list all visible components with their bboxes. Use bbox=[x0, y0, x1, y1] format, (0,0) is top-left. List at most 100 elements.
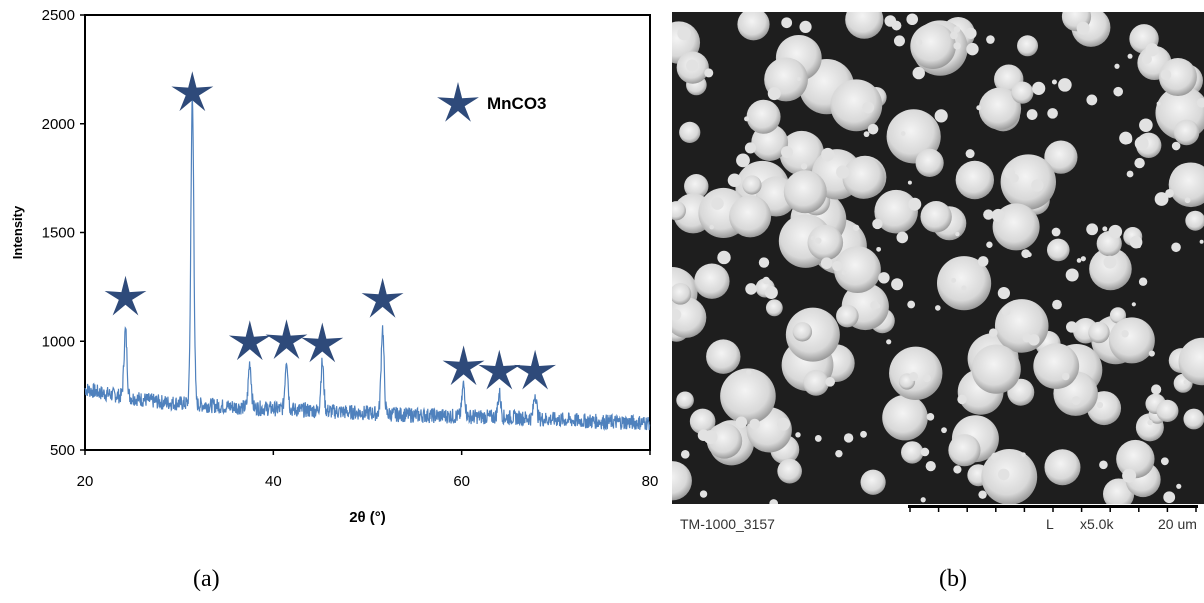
sem-particle bbox=[706, 423, 743, 459]
sem-small-particle bbox=[983, 209, 994, 220]
sem-small-particle bbox=[991, 208, 1005, 222]
sem-particle bbox=[689, 408, 716, 435]
sem-small-particle bbox=[1102, 226, 1108, 232]
sem-particle bbox=[676, 391, 694, 410]
sem-small-particle bbox=[1076, 258, 1082, 263]
peak-star-marker bbox=[171, 71, 214, 112]
y-tick-label: 2000 bbox=[42, 116, 75, 133]
sem-small-particle bbox=[1022, 333, 1032, 343]
sem-small-particle bbox=[736, 153, 750, 168]
sem-small-particle bbox=[1176, 483, 1182, 489]
xrd-series-line bbox=[84, 96, 651, 431]
sem-small-particle bbox=[893, 35, 905, 47]
sem-small-particle bbox=[1138, 277, 1148, 286]
sem-small-particle bbox=[780, 146, 793, 159]
sem-small-particle bbox=[1052, 299, 1062, 310]
x-tick-label: 40 bbox=[265, 473, 282, 490]
sem-small-particle bbox=[1108, 224, 1123, 239]
sem-particle bbox=[803, 369, 829, 396]
sem-small-particle bbox=[976, 105, 982, 111]
sem-small-particle bbox=[749, 418, 760, 430]
sem-particle bbox=[737, 12, 770, 41]
sem-particle bbox=[742, 175, 762, 195]
sem-small-particle bbox=[1051, 227, 1061, 237]
sem-small-particle bbox=[697, 429, 710, 441]
sem-small-particle bbox=[764, 286, 778, 300]
x-tick-label: 80 bbox=[642, 473, 659, 490]
sem-particle bbox=[1109, 307, 1127, 324]
sem-small-particle bbox=[1199, 239, 1204, 244]
y-tick-label: 1000 bbox=[42, 333, 75, 350]
sem-small-particle bbox=[1066, 321, 1078, 333]
sem-small-particle bbox=[821, 147, 835, 162]
sem-small-particle bbox=[1096, 401, 1104, 409]
sem-small-particle bbox=[915, 39, 923, 46]
sem-small-particle bbox=[1051, 79, 1057, 85]
sem-small-particle bbox=[795, 432, 801, 438]
sem-particle bbox=[679, 121, 701, 143]
sem-small-particle bbox=[953, 465, 962, 474]
sem-small-particle bbox=[986, 35, 995, 44]
sem-small-particle bbox=[908, 197, 922, 211]
caption-a: (a) bbox=[193, 566, 220, 592]
sem-small-particle bbox=[1183, 379, 1189, 385]
sem-small-particle bbox=[820, 257, 833, 269]
peak-star-marker bbox=[361, 277, 404, 318]
sem-particle bbox=[672, 461, 692, 501]
sem-small-particle bbox=[997, 468, 1010, 481]
sem-magnification: x5.0k bbox=[1080, 516, 1114, 532]
sem-small-particle bbox=[1122, 468, 1137, 483]
sem-small-particle bbox=[758, 257, 770, 268]
peak-star-marker bbox=[478, 349, 521, 390]
sem-small-particle bbox=[744, 142, 757, 154]
sem-small-particle bbox=[907, 300, 916, 309]
sem-small-particle bbox=[922, 374, 931, 383]
sem-small-particle bbox=[680, 450, 690, 459]
sem-particle bbox=[955, 160, 995, 200]
sem-small-particle bbox=[870, 300, 879, 310]
legend-star-icon bbox=[437, 82, 479, 122]
y-tick-label: 500 bbox=[50, 442, 75, 459]
sem-particle bbox=[1178, 337, 1204, 386]
sem-small-particle bbox=[1086, 94, 1098, 106]
sem-particle bbox=[978, 87, 1022, 130]
sem-particle bbox=[1108, 317, 1155, 364]
sem-small-particle bbox=[1021, 452, 1026, 457]
sem-particle bbox=[1044, 449, 1081, 486]
sem-small-particle bbox=[926, 413, 935, 421]
sem-particle bbox=[694, 263, 730, 299]
sem-small-particle bbox=[989, 328, 998, 337]
sem-small-particle bbox=[777, 417, 791, 431]
plot-frame bbox=[84, 14, 651, 451]
sem-particle bbox=[874, 189, 918, 234]
peak-star-marker bbox=[265, 319, 308, 359]
sem-small-particle bbox=[891, 20, 902, 31]
sem-small-particle bbox=[1131, 302, 1136, 307]
sem-particle bbox=[882, 394, 928, 441]
peak-star-marker bbox=[104, 275, 147, 316]
sem-particle bbox=[807, 224, 844, 261]
sem-small-particle bbox=[762, 276, 770, 285]
sem-small-particle bbox=[727, 173, 742, 188]
sem-small-particle bbox=[1031, 179, 1044, 192]
sem-small-particle bbox=[815, 237, 822, 244]
sem-instrument-label: TM-1000_3157 bbox=[680, 516, 775, 532]
peak-star-marker bbox=[442, 345, 485, 386]
sem-small-particle bbox=[1151, 384, 1162, 395]
xrd-chart: 500 1000 1500 2000 2500 20 40 60 80 2θ (°) Intensi… bbox=[10, 7, 659, 526]
sem-small-particle bbox=[1136, 243, 1142, 249]
sem-particle bbox=[729, 195, 772, 238]
sem-small-particle bbox=[745, 369, 752, 376]
sem-particle bbox=[779, 130, 825, 176]
sem-small-particle bbox=[744, 116, 750, 122]
sem-small-particle bbox=[925, 461, 936, 472]
caption-b: (b) bbox=[939, 566, 967, 592]
sem-small-particle bbox=[978, 490, 987, 499]
sem-small-particle bbox=[1099, 460, 1108, 470]
sem-small-particle bbox=[909, 372, 919, 382]
sem-particle bbox=[706, 339, 741, 374]
sem-small-particle bbox=[906, 13, 919, 26]
sem-small-particle bbox=[1134, 136, 1149, 151]
sem-particle bbox=[1046, 238, 1070, 262]
peak-star-marker bbox=[301, 322, 344, 363]
